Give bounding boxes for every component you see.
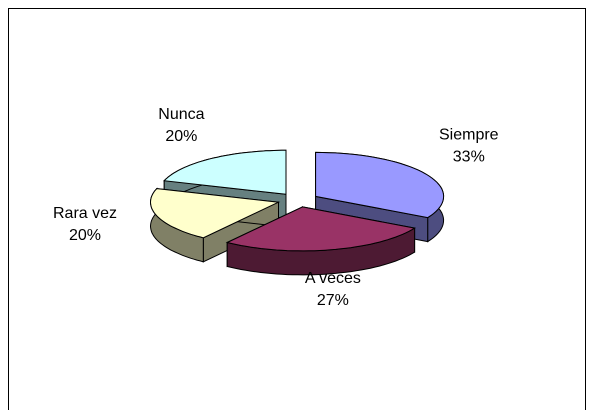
slice-label: Siempre bbox=[439, 127, 499, 144]
slice bbox=[149, 188, 281, 239]
slice-value-label: 20% bbox=[69, 227, 101, 244]
slice-value-label: 27% bbox=[317, 292, 349, 309]
slice bbox=[315, 151, 445, 219]
slice-value-label: 33% bbox=[453, 149, 485, 166]
slice-value-label: 20% bbox=[165, 128, 197, 145]
slice bbox=[225, 206, 416, 252]
slice-label: Rara vez bbox=[53, 205, 117, 222]
slice bbox=[163, 149, 287, 195]
slice-label: A veces bbox=[305, 270, 361, 287]
slice-label: Nunca bbox=[158, 106, 204, 123]
